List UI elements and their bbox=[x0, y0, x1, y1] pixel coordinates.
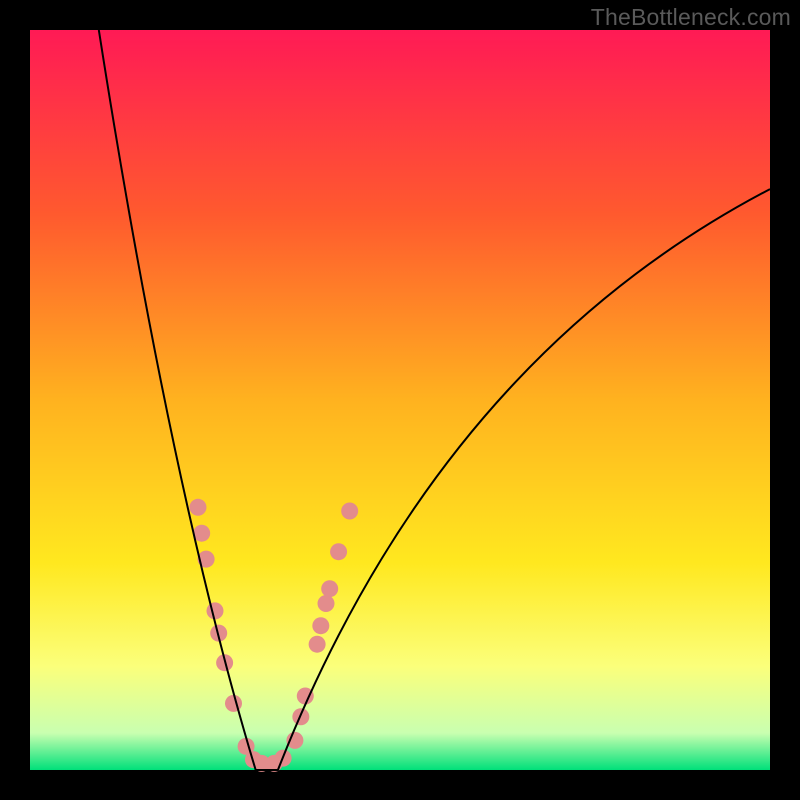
watermark-text: TheBottleneck.com bbox=[591, 4, 791, 31]
chart-plot-area bbox=[30, 30, 770, 770]
